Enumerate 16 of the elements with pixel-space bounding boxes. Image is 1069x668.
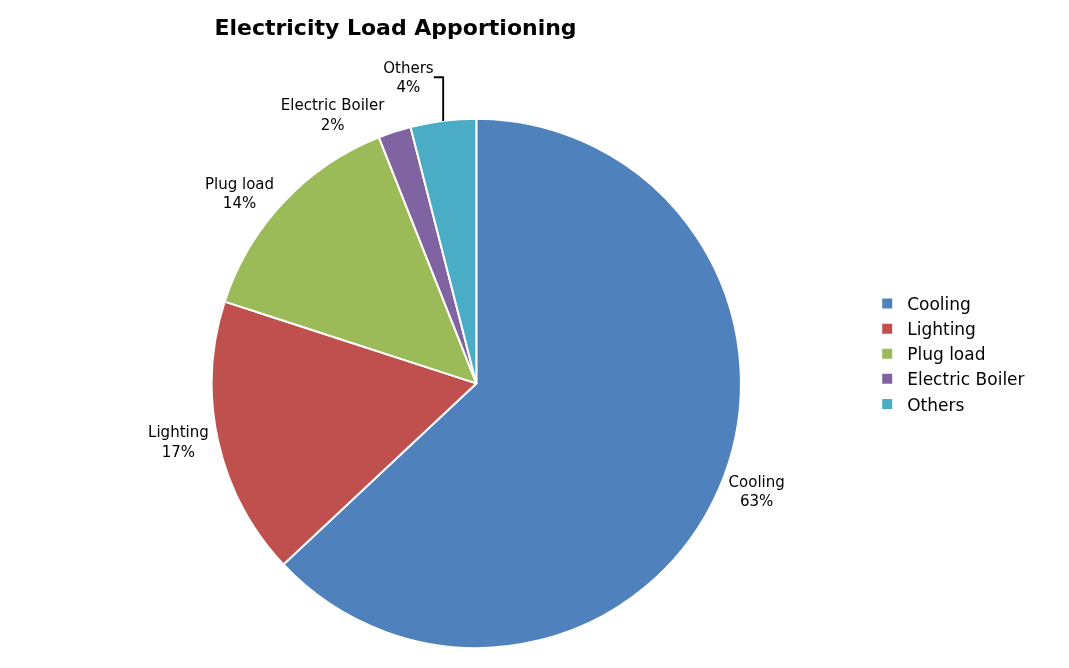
data-label: 14% — [222, 194, 257, 213]
data-label: 63% — [739, 492, 774, 511]
legend-label: Lighting — [907, 319, 976, 340]
legend-label: Cooling — [907, 294, 971, 315]
data-label: 17% — [161, 442, 196, 461]
data-label: 2% — [320, 115, 345, 134]
chart-title: Electricity Load Apportioning — [214, 15, 577, 41]
slice-label: Others — [383, 58, 434, 77]
slice-label: Plug load — [204, 174, 275, 193]
slice-label: Cooling — [728, 472, 785, 491]
data-label: 4% — [396, 78, 421, 97]
slice-label: Electric Boiler — [280, 96, 386, 115]
legend-label: Others — [907, 394, 965, 415]
slice-label: Lighting — [148, 423, 209, 442]
legend-label: Electric Boiler — [907, 369, 1025, 390]
legend-label: Plug load — [907, 344, 986, 365]
